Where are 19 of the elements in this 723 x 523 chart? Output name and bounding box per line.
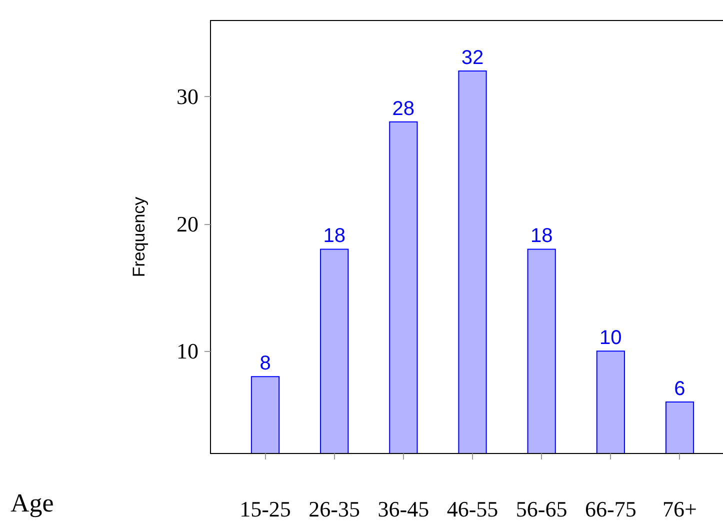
x-axis-title: Age	[10, 488, 54, 518]
data-label: 32	[461, 46, 484, 69]
x-tick-label: 56-65	[516, 496, 568, 522]
data-label: 10	[600, 327, 622, 350]
x-tick-label: 15-25	[240, 496, 291, 522]
x-tick-label: 66-75	[584, 496, 636, 522]
x-tick-label: 46-55	[446, 496, 498, 522]
y-axis-title: Frequency	[130, 196, 148, 278]
x-tick-label: 36-45	[378, 496, 430, 522]
data-label: 18	[530, 225, 553, 248]
data-label: 18	[323, 225, 346, 248]
x-tick-label: 76+	[662, 496, 697, 522]
y-tick-label: 20	[176, 211, 198, 236]
data-label: 8	[260, 352, 271, 375]
data-label: 28	[392, 98, 415, 120]
x-tick-label: 26-35	[308, 496, 360, 522]
data-label: 6	[674, 378, 686, 400]
y-tick-label: 10	[176, 338, 198, 364]
y-tick-label: 30	[176, 84, 198, 109]
